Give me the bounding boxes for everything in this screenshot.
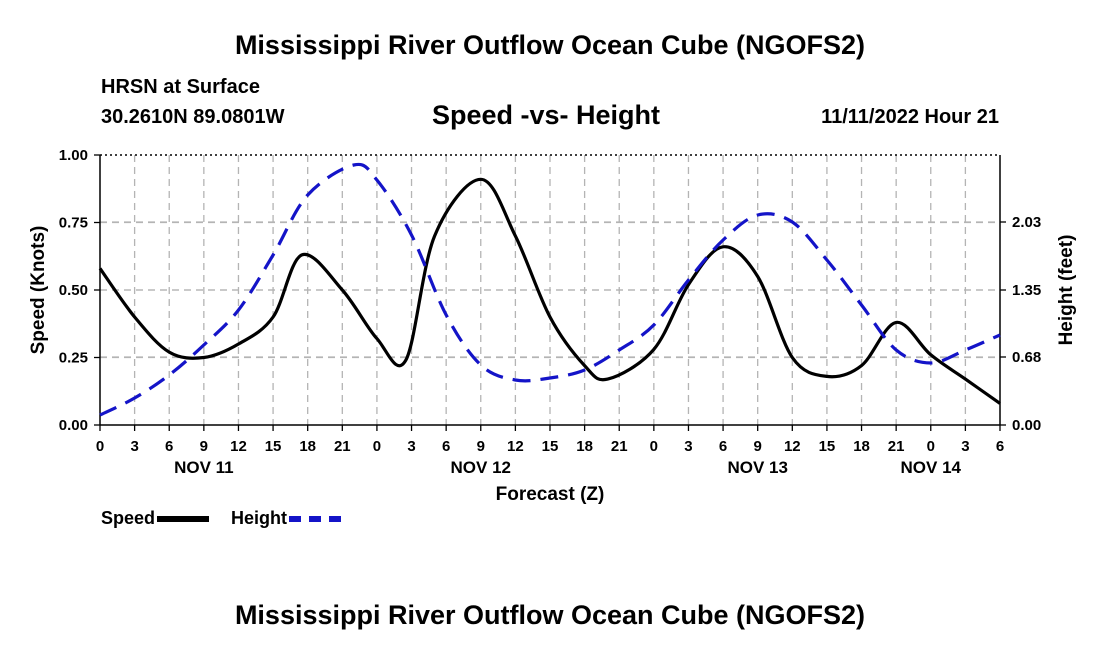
x-tick-label: 12 [507, 438, 524, 455]
x-tick-label: 9 [477, 438, 485, 455]
x-date-label: NOV 14 [901, 458, 962, 477]
x-date-label: NOV 11 [174, 458, 234, 477]
legend-height-swatch [289, 515, 341, 522]
speed-height-chart: 0 3 6 9 12 15 18 21 0 3 6 9 12 15 18 21 0 3 6 9 12 15 18 21 0 3 6N… [28, 147, 1077, 505]
x-tick-label: 0 [96, 438, 104, 455]
y-tick-label: 0.75 [59, 215, 88, 232]
x-tick-label: 0 [650, 438, 658, 455]
main-title: Mississippi River Outflow Ocean Cube (NG… [234, 30, 866, 60]
x-tick-label: 15 [542, 438, 559, 455]
x-tick-label: 21 [611, 438, 628, 455]
x-tick-label: 12 [230, 438, 247, 455]
legend-speed: Speed [101, 508, 210, 529]
x-tick-label: 9 [754, 438, 762, 455]
y2-tick-label: 1.35 [1012, 282, 1041, 299]
y2-axis-title: Height (feet) [1056, 235, 1077, 346]
forecast-datetime: 11/11/2022 Hour 21 [821, 106, 999, 128]
x-tick-label: 3 [130, 438, 138, 455]
legend-height-label: Height [231, 508, 287, 528]
y2-tick-label: 2.03 [1012, 214, 1041, 231]
x-tick-label: 9 [200, 438, 208, 455]
legend-height: Height [231, 508, 341, 529]
x-tick-label: 3 [684, 438, 692, 455]
y-tick-label: 1.00 [59, 147, 88, 164]
y-tick-label: 0.00 [59, 417, 88, 434]
x-tick-label: 6 [996, 438, 1004, 455]
x-tick-label: 15 [265, 438, 282, 455]
x-tick-label: 6 [719, 438, 727, 455]
x-tick-label: 15 [819, 438, 836, 455]
x-tick-label: 18 [576, 438, 593, 455]
x-tick-label: 21 [334, 438, 351, 455]
station-label: HRSN at Surface [101, 76, 260, 98]
x-tick-label: 3 [407, 438, 415, 455]
x-tick-label: 6 [442, 438, 450, 455]
second-chart-title: Mississippi River Outflow Ocean Cube (NG… [234, 600, 866, 630]
height-series-line [99, 162, 1001, 417]
y-tick-label: 0.25 [59, 350, 88, 367]
x-tick-label: 12 [784, 438, 801, 455]
x-axis-title: Forecast (Z) [496, 484, 605, 505]
legend-speed-label: Speed [101, 508, 156, 528]
x-date-label: NOV 13 [727, 458, 787, 477]
y-tick-label: 0.50 [59, 282, 88, 299]
station-coordinates: 30.2610N 89.0801W [101, 106, 285, 128]
x-tick-label: 18 [299, 438, 316, 455]
x-tick-label: 21 [888, 438, 905, 455]
y2-tick-label: 0.00 [1012, 417, 1041, 434]
y-axis-title: Speed (Knots) [28, 226, 49, 355]
y2-tick-label: 0.68 [1012, 349, 1041, 366]
x-tick-label: 18 [853, 438, 870, 455]
x-date-label: NOV 12 [451, 458, 511, 477]
x-tick-label: 0 [373, 438, 381, 455]
x-tick-label: 3 [961, 438, 969, 455]
x-tick-label: 6 [165, 438, 173, 455]
x-tick-label: 0 [927, 438, 935, 455]
speed-series-line [98, 177, 1001, 405]
chart-subtitle: Speed -vs- Height [432, 100, 661, 130]
legend-speed-swatch [157, 515, 210, 522]
